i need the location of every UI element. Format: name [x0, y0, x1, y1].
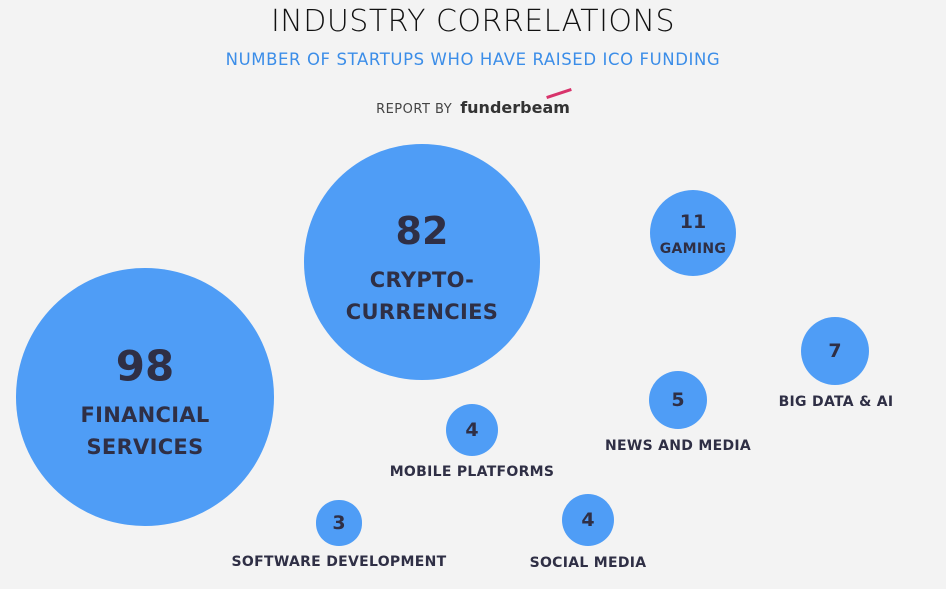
bubble	[649, 189, 737, 277]
bubble	[304, 144, 540, 380]
category-label: SOCIAL MEDIA	[529, 555, 647, 571]
bubble	[800, 316, 870, 386]
category-label: SOFTWARE DEVELOPMENT	[231, 554, 447, 570]
value-label: 4	[581, 509, 595, 531]
category-label: FINANCIAL SERVICES	[80, 403, 210, 459]
category-label: BIG DATA & AI	[778, 394, 894, 410]
brand-logo: funderbeam	[460, 98, 570, 117]
category-label: GAMING	[659, 241, 727, 257]
bubble	[562, 494, 614, 546]
value-label: 98	[115, 341, 175, 391]
credit-row: REPORT BY funderbeam	[0, 98, 946, 117]
bubble	[316, 500, 362, 546]
bubble	[16, 268, 274, 526]
category-label: MOBILE PLATFORMS	[389, 464, 555, 480]
value-label: 5	[671, 389, 685, 411]
value-label: 7	[828, 340, 842, 362]
bubble	[648, 370, 708, 430]
category-label: NEWS AND MEDIA	[604, 438, 752, 454]
value-label: 3	[332, 512, 346, 534]
value-label: 82	[395, 209, 449, 253]
chart-title: INDUSTRY CORRELATIONS	[270, 4, 676, 39]
bubble	[446, 404, 498, 456]
chart-subtitle: NUMBER OF STARTUPS WHO HAVE RAISED ICO F…	[225, 50, 721, 69]
value-label: 4	[465, 419, 479, 441]
category-label: CRYPTO-CURRENCIES	[345, 268, 499, 324]
value-label: 11	[679, 211, 707, 233]
credit: REPORT BY	[376, 102, 453, 117]
